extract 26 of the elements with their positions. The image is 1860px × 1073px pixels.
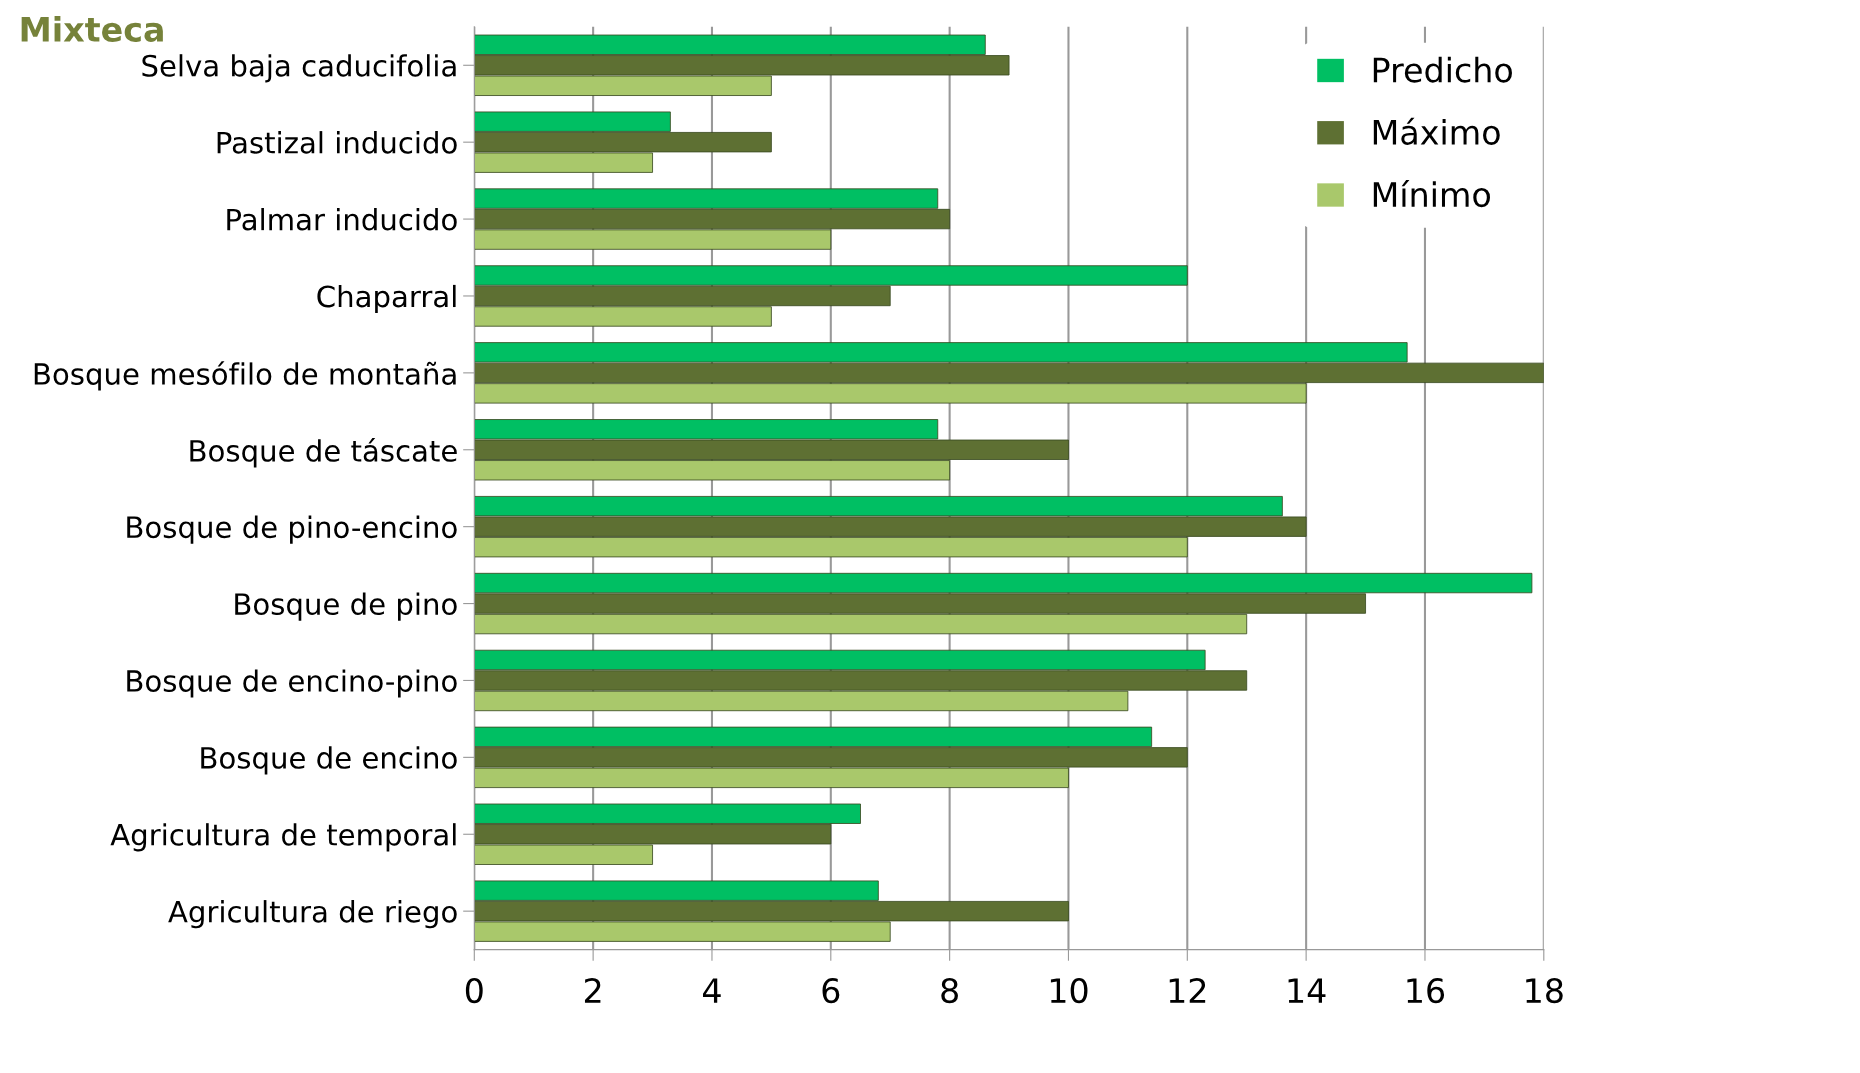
x-tick-label: 10: [1050, 977, 1088, 1004]
x-tick-label: 12: [1169, 977, 1206, 1003]
y-tick-label: Bosque mesófilo de montaña: [34, 361, 456, 391]
x-tick-label: 14: [1288, 978, 1326, 1003]
y-tick-label: Chaparral: [317, 284, 456, 314]
y-tick-label: Agricultura de temporal: [110, 823, 456, 852]
y-tick-label: Bosque de táscate: [190, 438, 457, 468]
legend-label: Máximo: [1373, 117, 1500, 145]
x-tick-label: 4: [702, 978, 721, 1003]
x-tick-label: 18: [1526, 977, 1563, 1004]
text: Mixteca: [21, 16, 163, 42]
y-tick-label: Bosque de encino-pino: [127, 669, 457, 698]
legend-label: Mínimo: [1373, 180, 1490, 208]
y-tick-label: Bosque de encino: [201, 746, 457, 775]
y-tick-label: Selva baja caducifolia: [142, 54, 456, 83]
x-tick-label: 16: [1407, 977, 1445, 1004]
y-tick-label: Bosque de pino: [235, 592, 457, 621]
y-tick-label: Palmar inducido: [227, 207, 457, 231]
y-tick-label: Agricultura de riego: [168, 900, 457, 929]
x-tick-label: 6: [822, 977, 840, 1004]
x-tick-label: 0: [465, 977, 483, 1004]
x-tick-label: 2: [584, 977, 601, 1003]
x-tick-label: 8: [941, 977, 958, 1004]
legend-label: Predicho: [1373, 56, 1512, 83]
y-tick-label: Pastizal inducido: [217, 131, 457, 154]
y-tick-label: Bosque de pino-encino: [127, 515, 457, 544]
